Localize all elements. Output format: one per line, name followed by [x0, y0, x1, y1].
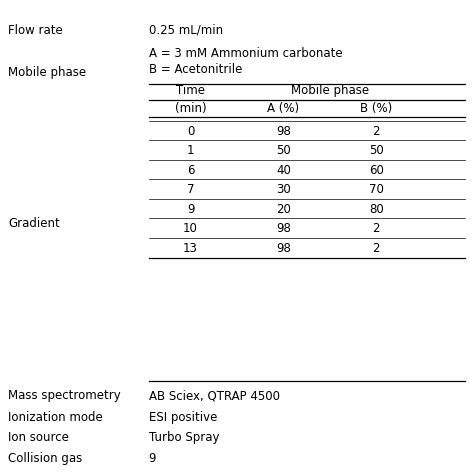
Text: 2: 2 [373, 242, 380, 255]
Text: Mobile phase: Mobile phase [9, 65, 87, 79]
Text: Flow rate: Flow rate [9, 24, 63, 37]
Text: 1: 1 [187, 144, 194, 157]
Text: Collision gas: Collision gas [9, 452, 82, 465]
Text: 9: 9 [187, 202, 194, 216]
Text: 70: 70 [369, 183, 384, 196]
Text: 0: 0 [187, 125, 194, 137]
Text: 80: 80 [369, 202, 384, 216]
Text: 40: 40 [276, 164, 291, 177]
Text: AB Sciex, QTRAP 4500: AB Sciex, QTRAP 4500 [149, 389, 280, 402]
Text: 2: 2 [373, 222, 380, 235]
Text: B = Acetonitrile: B = Acetonitrile [149, 63, 242, 76]
Text: 50: 50 [276, 144, 291, 157]
Text: Ionization mode: Ionization mode [9, 411, 103, 424]
Text: 10: 10 [183, 222, 198, 235]
Text: Time: Time [176, 84, 205, 97]
Text: 50: 50 [369, 144, 384, 157]
Text: 60: 60 [369, 164, 384, 177]
Text: 0.25 mL/min: 0.25 mL/min [149, 24, 223, 37]
Text: 98: 98 [276, 222, 291, 235]
Text: Gradient: Gradient [9, 217, 60, 229]
Text: B (%): B (%) [360, 102, 392, 115]
Text: 20: 20 [276, 202, 291, 216]
Text: 9: 9 [149, 452, 156, 465]
Text: 6: 6 [187, 164, 194, 177]
Text: 2: 2 [373, 125, 380, 137]
Text: 98: 98 [276, 242, 291, 255]
Text: Mass spectrometry: Mass spectrometry [9, 389, 121, 402]
Text: A = 3 mM Ammonium carbonate: A = 3 mM Ammonium carbonate [149, 47, 342, 60]
Text: 30: 30 [276, 183, 291, 196]
Text: (min): (min) [175, 102, 206, 115]
Text: 13: 13 [183, 242, 198, 255]
Text: Turbo Spray: Turbo Spray [149, 431, 219, 444]
Text: Mobile phase: Mobile phase [291, 84, 369, 97]
Text: 98: 98 [276, 125, 291, 137]
Text: Ion source: Ion source [9, 431, 69, 444]
Text: ESI positive: ESI positive [149, 411, 217, 424]
Text: A (%): A (%) [267, 102, 300, 115]
Text: 7: 7 [187, 183, 194, 196]
